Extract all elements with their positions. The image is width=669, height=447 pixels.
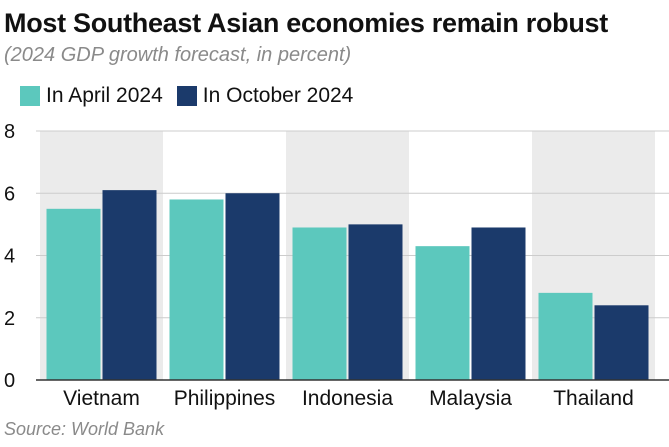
legend-item-october: In October 2024 bbox=[176, 84, 354, 108]
bar-october bbox=[594, 305, 649, 380]
x-tick-label: Malaysia bbox=[429, 387, 512, 410]
bar-april bbox=[538, 292, 593, 380]
bar-april bbox=[415, 246, 470, 380]
bar-april bbox=[292, 227, 347, 380]
legend-swatch-april bbox=[20, 86, 40, 106]
chart-subtitle: (2024 GDP growth forecast, in percent) bbox=[4, 44, 352, 66]
source-note: Source: World Bank bbox=[4, 419, 165, 439]
legend-item-april: In April 2024 bbox=[20, 84, 163, 108]
x-tick-label: Philippines bbox=[174, 387, 276, 410]
y-tick-label: 8 bbox=[4, 121, 15, 143]
x-tick-label: Indonesia bbox=[302, 387, 393, 410]
y-tick-label: 6 bbox=[4, 183, 15, 205]
bar-october bbox=[471, 227, 526, 380]
x-tick-label: Vietnam bbox=[63, 387, 140, 410]
bar-october bbox=[225, 193, 280, 380]
y-tick-label: 2 bbox=[4, 308, 15, 330]
bar-october bbox=[102, 190, 157, 380]
y-tick-label: 4 bbox=[4, 246, 15, 268]
bar-april bbox=[46, 208, 101, 380]
legend-label-october: In October 2024 bbox=[202, 84, 354, 107]
legend-swatch-october bbox=[176, 86, 197, 106]
chart-title: Most Southeast Asian economies remain ro… bbox=[4, 8, 608, 38]
legend: In April 2024 In October 2024 bbox=[20, 84, 353, 108]
x-tick-labels: Vietnam Philippines Indonesia Malaysia Thail… bbox=[63, 387, 634, 410]
legend-label-april: In April 2024 bbox=[46, 84, 163, 107]
bar-april bbox=[169, 199, 224, 380]
bars bbox=[46, 190, 649, 380]
x-tick-label: Thailand bbox=[553, 387, 634, 410]
y-tick-label: 0 bbox=[4, 370, 15, 392]
bar-october bbox=[348, 224, 403, 380]
y-tick-labels: 0 2 4 6 8 bbox=[4, 121, 15, 392]
